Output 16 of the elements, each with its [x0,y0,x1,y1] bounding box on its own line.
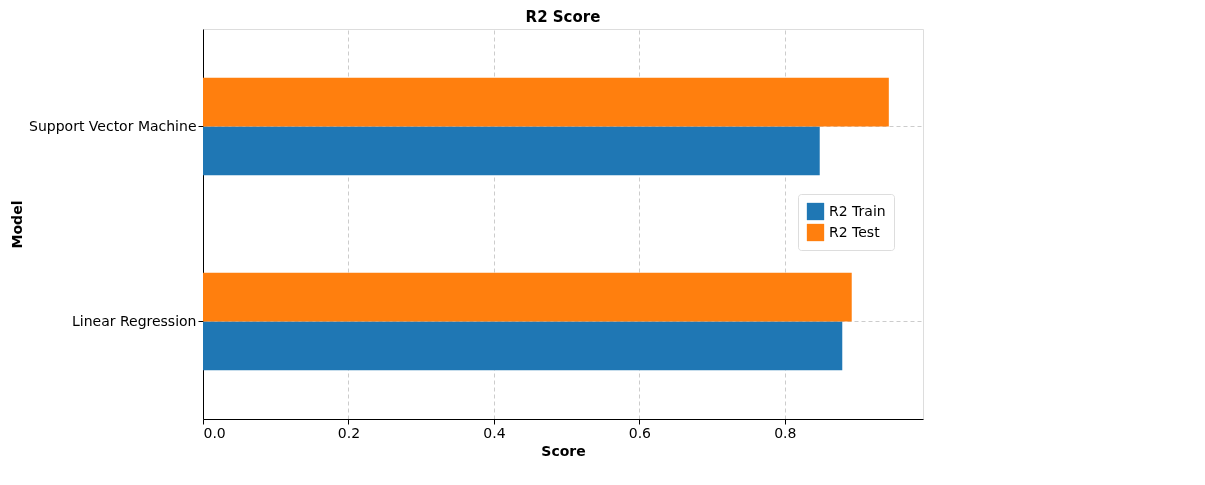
chart-title: R2 Score [525,8,601,26]
legend-label: R2 Train [829,202,886,219]
bar [203,77,889,127]
x-tick-label: 0.8 [774,424,797,441]
y-tick-label: Linear Regression [71,312,197,329]
legend-label: R2 Test [829,223,881,240]
bar [203,272,852,322]
x-tick-label: 0.2 [337,424,361,441]
bar [203,126,820,176]
x-tick-label: 0.4 [483,424,506,441]
x-axis-title: Score [541,442,586,459]
bar [203,321,843,371]
x-tick-label: 0.0 [203,424,226,441]
y-axis-title: Model [9,200,26,249]
y-tick-label: Support Vector Machine [29,117,197,134]
x-tick-label: 0.6 [628,424,652,441]
